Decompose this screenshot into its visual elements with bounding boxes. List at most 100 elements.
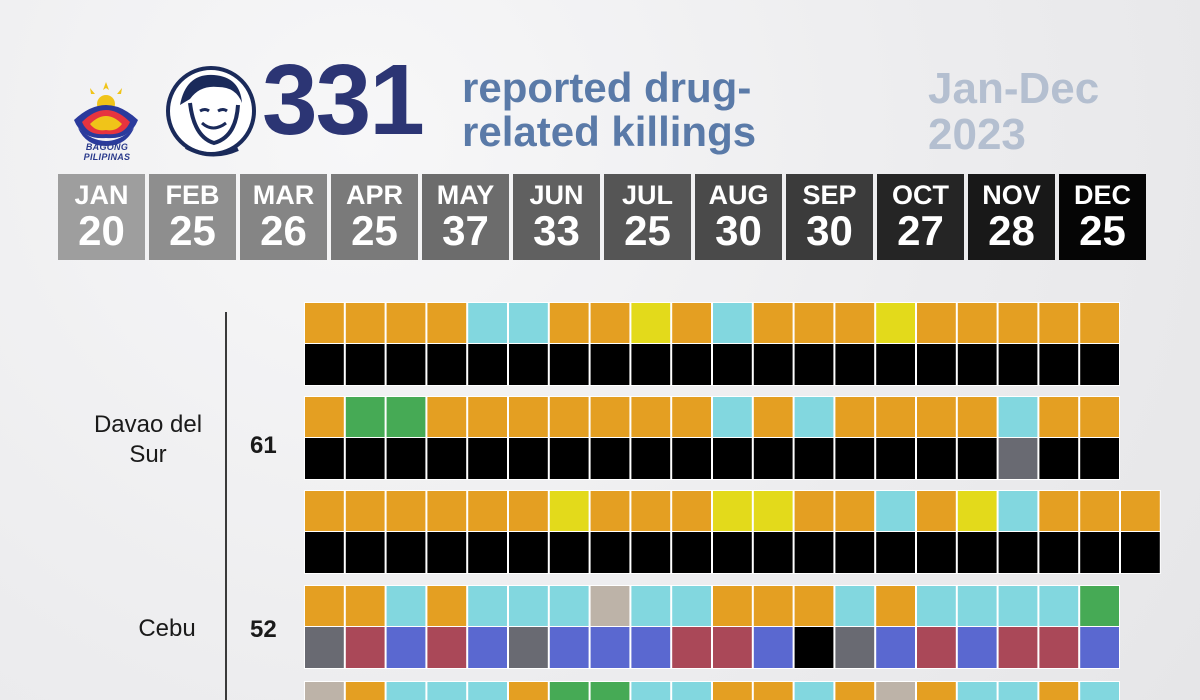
victim-cell-top bbox=[998, 682, 1038, 700]
victim-cell-top bbox=[1080, 397, 1119, 437]
subtitle-line-2: related killings bbox=[462, 108, 757, 155]
month-label: JAN bbox=[74, 180, 129, 210]
victim-cell-bottom bbox=[876, 532, 915, 573]
victim-cell-bottom bbox=[917, 438, 956, 479]
victim-cell-bottom bbox=[1039, 438, 1079, 479]
victim-cell-top bbox=[1080, 491, 1119, 531]
victim-cell-bottom bbox=[794, 627, 834, 668]
month-value: 30 bbox=[715, 207, 762, 254]
victim-cell-top bbox=[1039, 586, 1079, 626]
victim-cell-top bbox=[509, 682, 548, 700]
victim-cell-top bbox=[957, 682, 997, 700]
month-label: FEB bbox=[165, 180, 220, 210]
victim-cell-top bbox=[835, 586, 875, 626]
victim-cell-top bbox=[427, 397, 467, 437]
victim-cell-top bbox=[427, 491, 467, 531]
month-value: 25 bbox=[351, 207, 398, 254]
month-value: 25 bbox=[1079, 207, 1126, 254]
victim-cell-bottom bbox=[427, 344, 467, 385]
bagong-pilipinas-logo bbox=[74, 82, 138, 146]
victim-cell-bottom bbox=[631, 438, 671, 479]
victim-cell-bottom bbox=[876, 438, 915, 479]
victim-cell-bottom bbox=[305, 344, 344, 385]
victim-cell-top bbox=[509, 397, 548, 437]
region-count-davao: 61 bbox=[250, 432, 277, 459]
month-value: 33 bbox=[533, 207, 580, 254]
headline-subtitle: reported drug- related killings bbox=[462, 66, 756, 154]
victim-cell-top bbox=[713, 682, 752, 700]
victim-cell-top bbox=[794, 682, 834, 700]
month-value: 37 bbox=[442, 207, 489, 254]
victim-cell-top bbox=[672, 397, 711, 437]
victim-cell-bottom bbox=[794, 344, 834, 385]
victim-cell-bottom bbox=[590, 627, 630, 668]
victim-cell-top bbox=[1080, 682, 1119, 700]
victim-cell-top bbox=[713, 586, 752, 626]
victim-cell-bottom bbox=[713, 532, 752, 573]
victim-cell-top bbox=[468, 491, 507, 531]
victim-cell-top bbox=[549, 303, 589, 343]
month-label: AUG bbox=[708, 180, 769, 210]
victim-cell-bottom bbox=[549, 438, 589, 479]
victim-cell-top bbox=[917, 586, 956, 626]
victim-cell-top bbox=[672, 682, 711, 700]
victim-cell-top bbox=[753, 303, 793, 343]
victim-cell-bottom bbox=[590, 532, 630, 573]
month-tile-dec: DEC 25 bbox=[1059, 174, 1146, 260]
period-label: Jan-Dec 2023 bbox=[928, 66, 1099, 158]
president-portrait bbox=[166, 66, 256, 157]
victim-cell-bottom bbox=[957, 532, 997, 573]
month-tile-feb: FEB 25 bbox=[149, 174, 236, 260]
victim-cell-bottom bbox=[1039, 532, 1079, 573]
victim-cell-bottom bbox=[713, 627, 752, 668]
victim-cell-top bbox=[427, 682, 467, 700]
victim-cell-top bbox=[468, 397, 507, 437]
victim-cell-top bbox=[1080, 586, 1119, 626]
victim-cell-top bbox=[305, 397, 344, 437]
month-tile-nov: NOV 28 bbox=[968, 174, 1055, 260]
victim-cell-top bbox=[305, 586, 344, 626]
period-line-1: Jan-Dec bbox=[928, 64, 1100, 113]
month-tile-mar: MAR 26 bbox=[240, 174, 327, 260]
victim-cell-bottom bbox=[917, 344, 956, 385]
month-tile-jun: JUN 33 bbox=[513, 174, 600, 260]
victim-cell-top bbox=[468, 682, 507, 700]
victim-cell-top bbox=[876, 491, 915, 531]
victim-cell-bottom bbox=[835, 532, 875, 573]
victim-cell-top bbox=[386, 491, 426, 531]
victim-cell-top bbox=[753, 682, 793, 700]
victim-cell-bottom bbox=[1121, 532, 1160, 573]
victim-cell-top bbox=[631, 682, 671, 700]
victim-cell-bottom bbox=[631, 344, 671, 385]
month-label: MAY bbox=[436, 180, 495, 210]
month-value: 20 bbox=[78, 207, 125, 254]
victim-cell-bottom bbox=[876, 344, 915, 385]
victim-cell-bottom bbox=[509, 532, 548, 573]
month-value: 30 bbox=[806, 207, 853, 254]
month-value: 25 bbox=[169, 207, 216, 254]
grid-row-background bbox=[304, 681, 1120, 700]
victim-cell-top bbox=[590, 682, 630, 700]
victim-cell-top bbox=[549, 397, 589, 437]
victim-cell-top bbox=[427, 303, 467, 343]
month-tile-apr: APR 25 bbox=[331, 174, 418, 260]
total-killings: 331 bbox=[262, 44, 425, 156]
victim-cell-top bbox=[957, 491, 997, 531]
victim-cell-top bbox=[386, 303, 426, 343]
victim-cell-top bbox=[590, 586, 630, 626]
victim-cell-bottom bbox=[509, 627, 548, 668]
victim-cell-bottom bbox=[549, 532, 589, 573]
victim-cell-top bbox=[998, 303, 1038, 343]
victim-cell-bottom bbox=[672, 344, 711, 385]
victim-cell-bottom bbox=[1080, 344, 1119, 385]
victim-cell-top bbox=[753, 586, 793, 626]
victim-cell-top bbox=[672, 303, 711, 343]
victim-cell-bottom bbox=[386, 438, 426, 479]
victim-cell-bottom bbox=[427, 532, 467, 573]
victim-cell-top bbox=[835, 303, 875, 343]
victim-cell-bottom bbox=[957, 627, 997, 668]
grid-row-background bbox=[304, 585, 1120, 669]
victim-cell-bottom bbox=[386, 627, 426, 668]
victim-cell-top bbox=[835, 397, 875, 437]
victim-cell-top bbox=[713, 303, 752, 343]
